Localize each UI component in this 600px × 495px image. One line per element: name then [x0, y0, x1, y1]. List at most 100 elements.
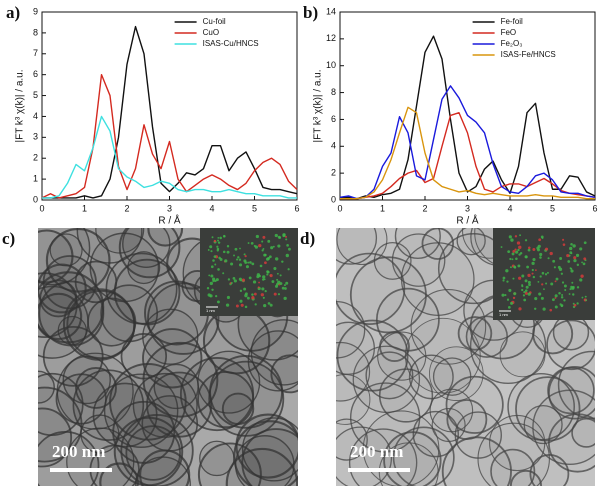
inset-dot: [247, 242, 250, 244]
scale-bar: [50, 468, 112, 472]
inset-dot: [509, 266, 512, 269]
data-line: [339, 85, 596, 200]
plot-frame: [41, 11, 298, 201]
sphere: [142, 341, 219, 418]
sphere: [446, 399, 488, 440]
inset-dot: [269, 303, 273, 307]
inset-dot: [585, 299, 587, 302]
inset-dot: [245, 265, 249, 269]
inset-dot: [562, 238, 565, 241]
x-tick-label: 2: [422, 203, 427, 213]
inset-dot: [534, 297, 538, 301]
inset-dot: [572, 293, 575, 296]
inset-dot: [252, 280, 257, 284]
inset-scale-label: 1 nm: [499, 312, 509, 317]
inset-dot: [214, 263, 217, 266]
inset-dot: [531, 272, 534, 275]
sphere: [400, 242, 475, 316]
inset-dot: [542, 307, 546, 311]
inset-dot: [247, 261, 250, 264]
inset-dot: [233, 279, 237, 283]
inset-dot: [555, 277, 559, 281]
y-tick-label: 4: [331, 141, 336, 151]
inset-dot: [262, 296, 265, 299]
inset-dot: [518, 307, 522, 311]
sphere: [378, 368, 434, 423]
inset-dot: [208, 274, 211, 277]
inset-dot: [246, 296, 250, 300]
inset-dot: [521, 285, 524, 288]
inset-dot: [262, 235, 266, 239]
sphere: [105, 252, 178, 325]
inset-dot: [235, 304, 239, 308]
inset-dot: [226, 250, 230, 254]
inset-dot: [243, 259, 247, 263]
inset-dot: [523, 298, 527, 302]
sphere: [38, 280, 105, 347]
inset-dot: [282, 233, 286, 238]
inset-dot: [212, 259, 215, 262]
inset-dot: [550, 282, 554, 286]
inset-dot: [560, 272, 563, 275]
plot-frame: [339, 11, 596, 201]
sphere: [429, 388, 474, 433]
inset-dot: [581, 261, 583, 264]
inset-dot: [500, 246, 503, 248]
inset-dot: [561, 281, 565, 284]
sphere: [523, 404, 563, 445]
inset-dot: [554, 280, 557, 283]
micrograph: 1 nm 200 nm: [38, 228, 298, 486]
inset-dot: [223, 235, 226, 238]
inset-dot: [264, 261, 267, 265]
inset-dot: [524, 291, 528, 295]
inset-dot: [281, 260, 284, 263]
inset-dot: [213, 239, 217, 243]
sphere: [197, 442, 262, 486]
inset-dot: [515, 257, 518, 261]
inset-dot: [238, 277, 242, 281]
inset-dot: [508, 288, 512, 292]
inset-dot: [541, 283, 544, 286]
inset-dot: [226, 295, 230, 300]
sphere: [431, 407, 466, 443]
inset-dot: [264, 289, 267, 293]
inset-dot: [251, 293, 254, 296]
inset: [493, 228, 595, 320]
y-tick-label: 6: [331, 114, 336, 124]
sphere: [546, 319, 595, 371]
inset-dot: [216, 245, 219, 248]
sphere: [38, 292, 83, 341]
y-tick-label: 8: [33, 27, 38, 37]
inset-dot: [266, 273, 269, 276]
y-tick-label: 8: [331, 87, 336, 97]
scale-bar: [348, 468, 410, 472]
inset-dot: [576, 302, 579, 305]
inset-dot: [275, 257, 279, 261]
data-line: [340, 35, 596, 200]
y-tick-label: 2: [33, 153, 38, 163]
inset-dot: [272, 245, 275, 248]
y-tick-label: 3: [33, 132, 38, 142]
inset-dot: [571, 286, 575, 290]
inset-dot: [576, 263, 580, 267]
inset-dot: [525, 285, 529, 289]
data-line: [340, 112, 596, 200]
sphere: [38, 407, 73, 468]
inset-dot: [539, 252, 543, 257]
inset-dot: [566, 254, 570, 258]
x-tick-label: 6: [294, 203, 299, 213]
inset-dot: [234, 247, 238, 251]
legend-label: FeO: [501, 28, 517, 37]
inset-dot: [278, 236, 282, 239]
y-tick-label: 7: [33, 48, 38, 58]
sphere: [250, 319, 298, 386]
x-tick-label: 3: [167, 203, 172, 213]
inset-dot: [524, 289, 528, 292]
inset-dot: [286, 244, 289, 247]
inset-dot: [226, 245, 230, 248]
legend-label: Fe-foil: [501, 17, 523, 26]
inset-dot: [244, 255, 247, 258]
inset-dot: [526, 265, 530, 269]
sphere: [383, 431, 442, 486]
sphere: [432, 357, 472, 396]
